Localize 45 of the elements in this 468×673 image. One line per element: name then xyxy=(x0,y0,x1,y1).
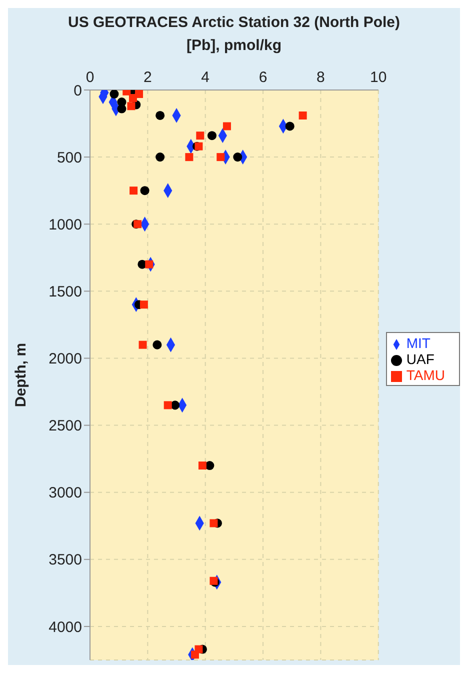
legend-label: UAF xyxy=(406,351,434,367)
point xyxy=(164,401,172,410)
point xyxy=(222,122,231,130)
x-tick-label: 10 xyxy=(370,69,387,86)
y-tick-label: 2000 xyxy=(48,350,82,368)
point xyxy=(198,462,206,470)
chart-title: US GEOTRACES Arctic Station 32 (North Pole) xyxy=(67,13,401,31)
y-tick-label: 2500 xyxy=(48,418,82,435)
x-tick-label: 4 xyxy=(201,69,210,86)
point xyxy=(190,650,199,659)
point xyxy=(298,111,307,120)
point xyxy=(145,260,154,268)
point xyxy=(140,186,150,196)
point xyxy=(216,153,225,162)
point xyxy=(138,340,147,349)
y-tick-label: 4000 xyxy=(48,618,82,636)
point xyxy=(210,519,218,528)
y-tick-label: 0 xyxy=(74,82,82,100)
point xyxy=(156,152,165,162)
point xyxy=(233,152,242,162)
y-tick-label: 1500 xyxy=(48,284,82,300)
y-tick-label: 3000 xyxy=(48,484,82,502)
point xyxy=(185,153,194,162)
point xyxy=(285,122,294,131)
y-tick-label: 3500 xyxy=(48,552,82,569)
point xyxy=(127,102,136,110)
x-tick-label: 2 xyxy=(144,69,152,86)
point xyxy=(110,90,119,99)
point xyxy=(152,340,162,350)
point xyxy=(130,186,138,195)
x-axis-title: [Pb], pmol/kg xyxy=(186,36,282,54)
point xyxy=(140,300,148,309)
point xyxy=(194,142,203,150)
point xyxy=(207,131,216,140)
y-tick-label: 1000 xyxy=(48,216,82,234)
y-axis-title: Depth, m xyxy=(12,342,30,408)
x-tick-label: 6 xyxy=(258,69,268,86)
x-tick-label: 8 xyxy=(316,69,325,86)
legend-label: TAMU xyxy=(406,367,445,383)
point xyxy=(196,132,204,140)
point xyxy=(128,94,137,102)
y-tick-label: 500 xyxy=(56,149,82,166)
x-tick-label: 0 xyxy=(86,69,94,86)
point xyxy=(156,110,165,120)
legend-label: MIT xyxy=(406,335,430,351)
